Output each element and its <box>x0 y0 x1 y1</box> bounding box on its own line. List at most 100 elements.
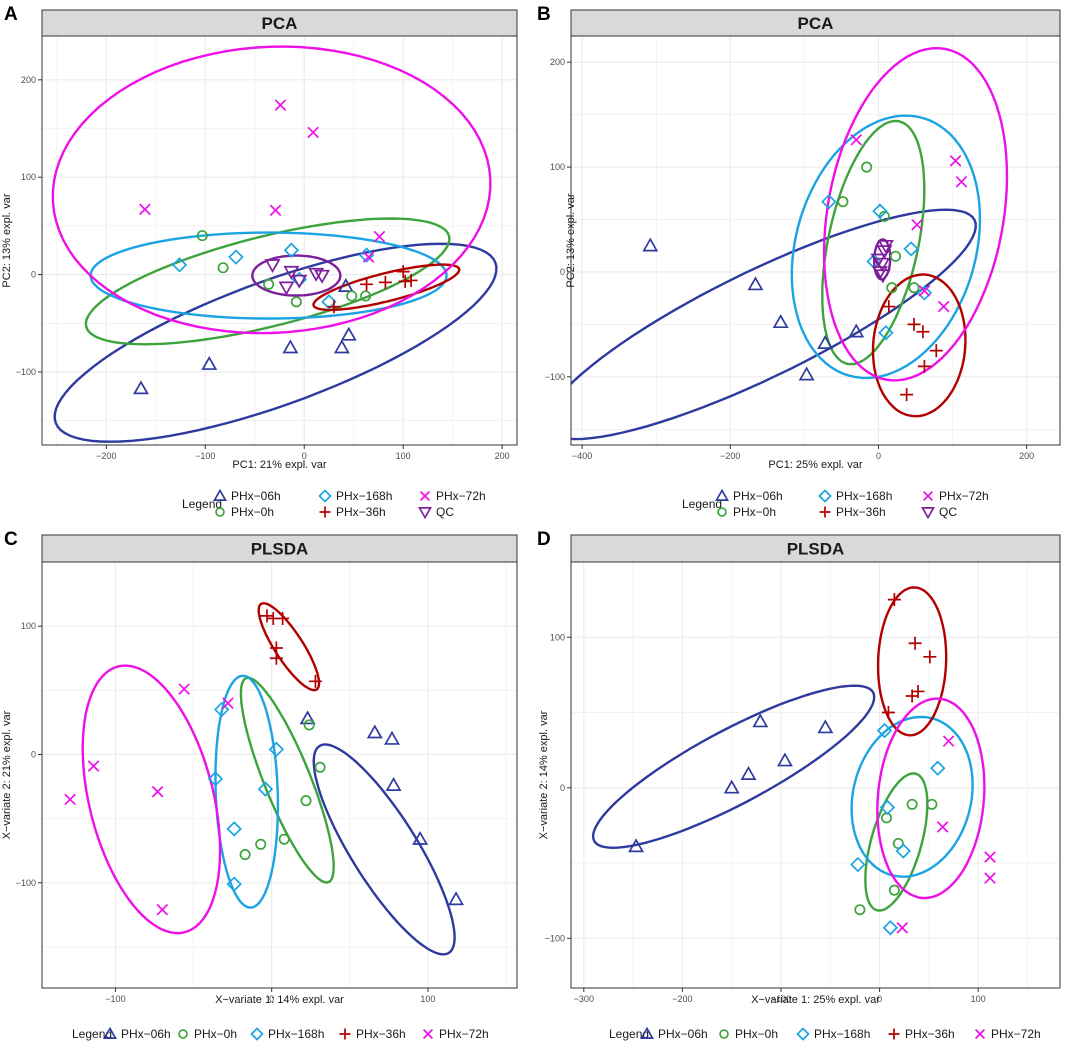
point-phx-168h <box>916 285 933 301</box>
panel-c: PLSDA −100 0 100 −100 0 100 X−variate 1: 14% ex… <box>1 529 518 1041</box>
legend-key-phx-36h <box>319 506 331 518</box>
data-points <box>132 99 418 395</box>
x-axis-title: PC1: 25% expl. var <box>768 459 862 471</box>
point-phx-0h <box>906 798 918 810</box>
facet-strip <box>41 534 518 563</box>
point-phx-168h <box>226 876 242 892</box>
point-phx-168h <box>879 799 896 816</box>
plot-background <box>42 562 517 988</box>
y-tick-label: 0 <box>560 783 565 793</box>
point-phx-36h <box>360 277 374 291</box>
legend-key-phx-06h <box>213 488 227 501</box>
point-phx-72h <box>942 735 955 747</box>
point-phx-36h <box>269 651 283 665</box>
ellipse-phx-168h <box>214 674 280 909</box>
point-phx-168h <box>257 781 274 797</box>
point-phx-06h <box>723 779 740 794</box>
point-phx-06h <box>740 766 757 780</box>
point-phx-72h <box>274 99 287 111</box>
point-phx-168h <box>171 257 188 273</box>
point-phx-0h <box>926 798 938 810</box>
y-tick-label: 100 <box>21 172 36 182</box>
panel-b: PCA −400 −200 0 200 −100 0 100 200 PC1: 25% expl.… <box>537 4 1061 520</box>
point-phx-0h <box>300 795 312 807</box>
point-phx-06h <box>201 355 218 370</box>
legend-title: Legend <box>682 497 722 511</box>
point-phx-0h <box>886 282 898 294</box>
point-phx-36h <box>900 388 914 402</box>
legend-label-phx-0h: PHx−0h <box>733 505 776 519</box>
legend-key-phx-72h <box>922 490 934 502</box>
y-tick-label: 0 <box>560 267 565 277</box>
chart-title: PLSDA <box>251 540 309 559</box>
legend-label-phx-36h: PHx−36h <box>905 1027 955 1041</box>
point-phx-0h <box>239 849 251 861</box>
point-qc <box>283 265 300 280</box>
point-phx-36h <box>908 636 922 650</box>
legend-label-phx-168h: PHx−168h <box>268 1027 324 1041</box>
facet-strip <box>41 9 518 37</box>
point-phx-36h <box>404 273 418 287</box>
legend-key-qc <box>418 507 432 520</box>
point-phx-168h <box>283 242 300 258</box>
point-phx-06h <box>337 278 354 292</box>
legend-label-phx-168h: PHx−168h <box>814 1027 870 1041</box>
point-phx-0h <box>255 838 267 850</box>
point-phx-168h <box>930 760 946 776</box>
ellipse-phx-0h <box>84 217 451 346</box>
point-phx-168h <box>882 920 899 936</box>
point-phx-168h <box>872 203 888 219</box>
ellipse-phx-06h <box>571 208 977 441</box>
legend-key-phx-36h <box>888 1028 900 1040</box>
legend: Legend PHx−06h PHx−168h PHx−72h PHx−0h PHx−36… <box>182 488 486 520</box>
x-axis-title: PC1: 21% expl. var <box>232 459 326 471</box>
confidence-ellipses <box>51 45 498 443</box>
legend-key-phx-72h <box>419 490 431 502</box>
point-phx-168h <box>895 843 911 859</box>
point-phx-168h <box>268 741 285 758</box>
point-phx-72h <box>984 851 996 863</box>
point-phx-168h <box>207 771 224 787</box>
point-phx-168h <box>213 701 230 718</box>
point-phx-0h <box>196 230 208 242</box>
x-axis-title: X−variate 1: 14% expl. var <box>215 994 344 1006</box>
point-phx-0h <box>346 290 358 302</box>
point-phx-72h <box>911 218 923 231</box>
point-phx-06h <box>776 752 793 767</box>
point-qc <box>874 269 891 284</box>
x-axis-title: X−variate 1: 25% expl. var <box>751 994 880 1006</box>
point-phx-36h <box>916 325 930 339</box>
legend-label-phx-0h: PHx−0h <box>735 1027 778 1041</box>
data-points <box>64 609 465 916</box>
point-phx-36h <box>882 300 896 314</box>
legend-label-phx-06h: PHx−06h <box>121 1027 171 1041</box>
point-phx-72h <box>139 203 151 216</box>
point-phx-72h <box>222 697 234 709</box>
gridlines <box>42 36 517 445</box>
point-phx-36h <box>907 317 921 331</box>
point-phx-06h <box>384 730 400 745</box>
ellipse-phx-06h <box>312 743 456 956</box>
x-tick-label: 100 <box>420 994 435 1004</box>
legend-key-phx-168h <box>318 489 332 503</box>
point-phx-168h <box>903 241 919 257</box>
point-phx-168h <box>358 247 375 263</box>
legend-label-phx-72h: PHx−72h <box>991 1027 1041 1041</box>
legend-label-phx-168h: PHx−168h <box>336 489 392 503</box>
ellipse-phx-168h <box>790 114 982 380</box>
legend-key-qc <box>921 507 935 520</box>
point-phx-36h <box>911 684 925 698</box>
x-tick-label: 200 <box>1019 451 1034 461</box>
point-phx-72h <box>151 785 164 798</box>
point-phx-36h <box>881 706 895 720</box>
point-phx-168h <box>878 325 894 341</box>
y-tick-label: 100 <box>550 632 565 642</box>
legend-label-phx-0h: PHx−0h <box>231 505 274 519</box>
ellipse-phx-06h <box>591 684 876 850</box>
legend-key-phx-168h <box>250 1027 264 1041</box>
point-phx-36h <box>327 300 341 314</box>
point-phx-06h <box>299 710 316 725</box>
point-phx-168h <box>876 722 893 739</box>
legend: Legend PHx−06h PHx−0h PHx−168h PHx−36h PHx−72… <box>72 1026 489 1041</box>
point-phx-168h <box>321 294 337 310</box>
